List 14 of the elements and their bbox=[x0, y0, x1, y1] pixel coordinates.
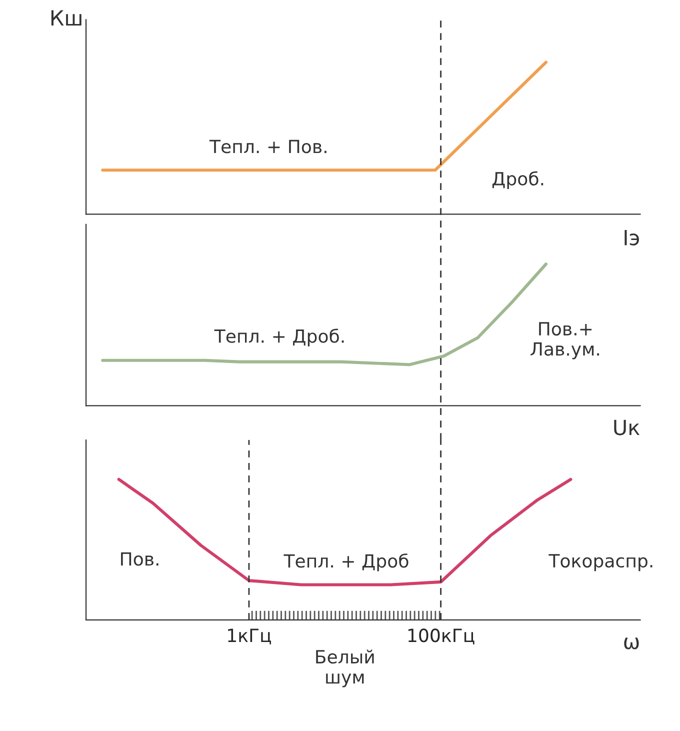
x-tick-label: 1кГц bbox=[228, 628, 271, 644]
annotation: Пов.+ Лав.ум. bbox=[530, 322, 599, 360]
annotation: Тепл. + Дроб. bbox=[214, 328, 344, 346]
x-axis-title: Uк bbox=[614, 420, 640, 436]
annotation: Пов. bbox=[121, 552, 158, 566]
x-tick-label: 100кГц bbox=[408, 628, 474, 644]
y-axis-title: Кш bbox=[51, 10, 82, 26]
annotation: Токораспр. bbox=[548, 554, 652, 572]
band-label: Белый шум bbox=[316, 650, 374, 688]
x-axis-title: Iэ bbox=[624, 230, 639, 246]
annotation: Тепл. + Пов. bbox=[209, 140, 326, 154]
annotation: Тепл. + Дроб bbox=[284, 553, 408, 572]
annotation: Дроб. bbox=[492, 171, 544, 190]
x-axis-title: ω bbox=[624, 638, 639, 650]
